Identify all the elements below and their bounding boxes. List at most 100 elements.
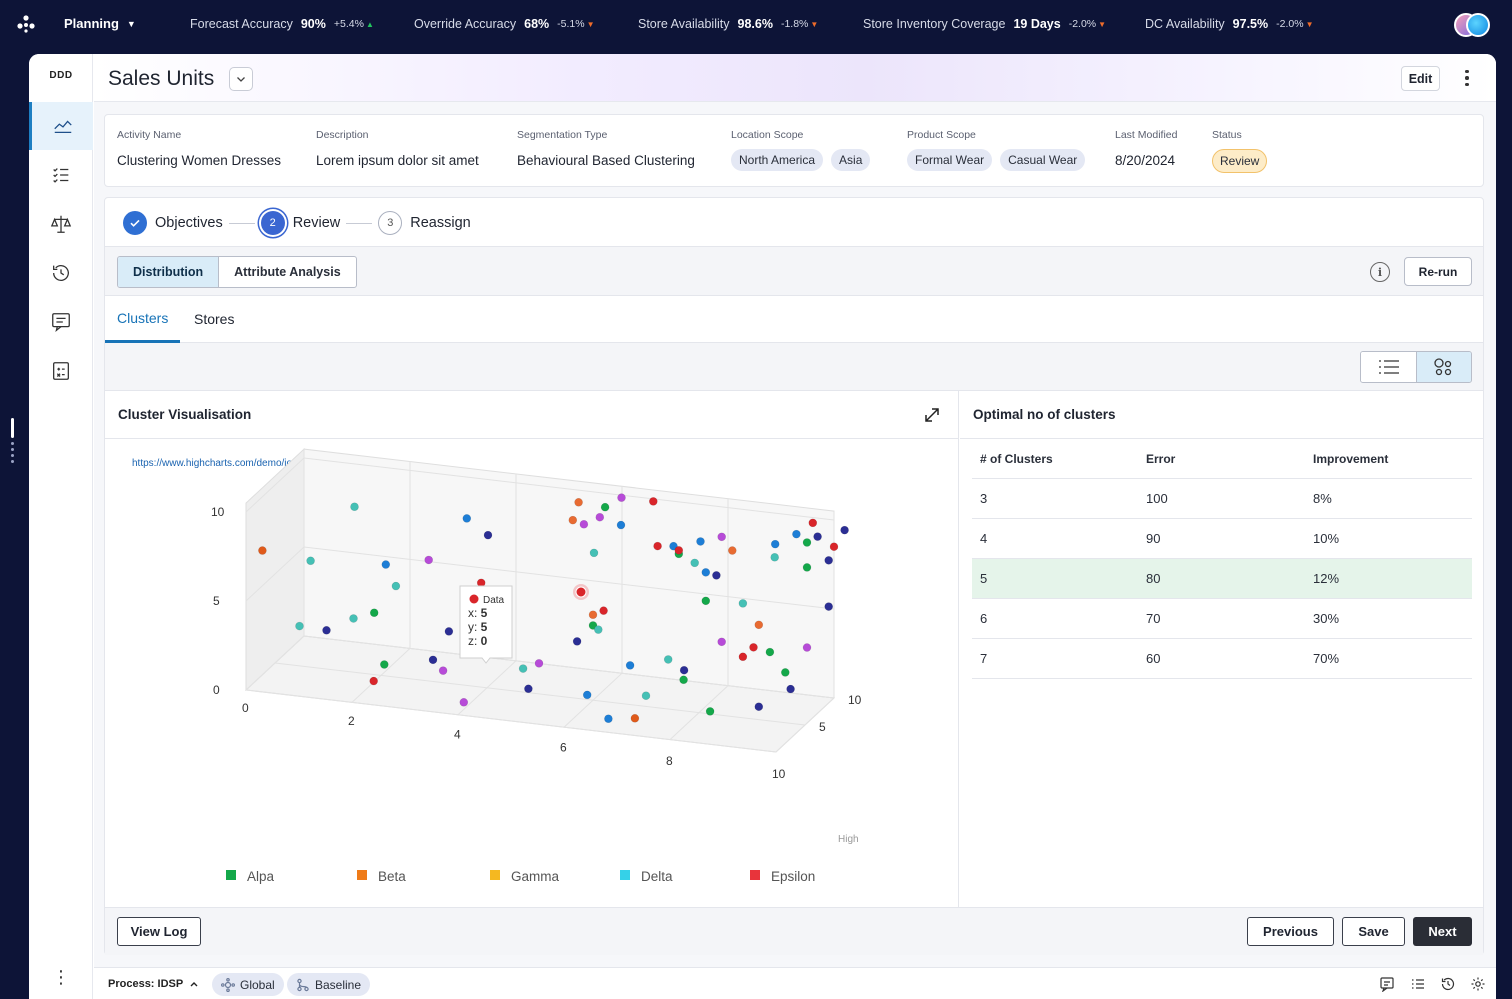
data-point [593, 625, 603, 634]
previous-button[interactable]: Previous [1247, 917, 1334, 946]
data-point [754, 620, 764, 630]
step-objectives[interactable]: Objectives [123, 211, 223, 235]
nav-balance[interactable] [29, 200, 93, 248]
process-label: Process: IDSP [108, 978, 184, 990]
kpi-store-availability[interactable]: Store Availability 98.6% -1.8% ▼ [638, 17, 818, 31]
step-review[interactable]: 2 Review [260, 211, 340, 235]
scope-chip[interactable]: North America [731, 149, 824, 171]
check-icon [123, 211, 147, 235]
comment-icon[interactable] [1379, 976, 1395, 992]
kpi-override-accuracy[interactable]: Override Accuracy 68% -5.1% ▼ [414, 17, 595, 31]
table-row[interactable]: 4 90 10% [972, 519, 1472, 559]
kpi-label: Forecast Accuracy [190, 17, 293, 31]
rail-drag-handle[interactable] [11, 418, 15, 478]
tooltip-z: z: 0 [468, 634, 488, 648]
field-label: Last Modified [1115, 129, 1178, 141]
data-point [679, 675, 688, 685]
panel-title: Cluster Visualisation [105, 391, 958, 439]
data-point [696, 537, 705, 546]
improvement-cell: 30% [1313, 611, 1340, 626]
data-point [349, 614, 358, 623]
data-point [802, 538, 812, 547]
kpi-delta: -1.8% ▼ [780, 18, 819, 30]
data-point [630, 713, 640, 723]
scatter-view-button[interactable] [1416, 352, 1471, 382]
rerun-button[interactable]: Re-run [1404, 257, 1472, 286]
x-tick-label: 0 [242, 701, 249, 715]
module-switcher[interactable]: Planning ▼ [64, 16, 136, 31]
view-log-button[interactable]: View Log [117, 917, 201, 946]
next-button[interactable]: Next [1413, 917, 1472, 946]
field-label: Activity Name [117, 129, 182, 141]
scope-chip[interactable]: Asia [831, 149, 871, 171]
data-point [295, 621, 304, 631]
scatter-icon [1434, 358, 1452, 376]
kpi-value: 19 Days [1013, 17, 1061, 31]
app-logo-icon[interactable] [16, 14, 36, 34]
info-icon[interactable]: i [1370, 262, 1390, 282]
tooltip-box [459, 585, 513, 664]
settings-icon[interactable] [1470, 976, 1486, 992]
table-header-row: # of Clusters Error Improvement [972, 439, 1472, 479]
tab-clusters[interactable]: Clusters [105, 296, 181, 343]
nav-tasks[interactable] [29, 151, 93, 199]
improvement-cell: 12% [1313, 571, 1340, 586]
title-dropdown-button[interactable] [229, 67, 253, 91]
edit-button[interactable]: Edit [1401, 66, 1440, 91]
data-point [524, 684, 533, 694]
data-point [459, 697, 469, 707]
improvement-cell: 10% [1313, 531, 1340, 546]
more-options-icon[interactable] [1457, 66, 1477, 90]
legend-swatch [490, 870, 500, 880]
status-badge: Review [1212, 149, 1268, 173]
y-tick-label: 5 [213, 594, 220, 608]
more-icon[interactable]: ⋮ [52, 967, 70, 987]
process-selector[interactable]: Process: IDSP [108, 978, 199, 990]
chart-source-link[interactable]: https://www.highcharts.com/demo/ios/3d-s… [132, 458, 393, 469]
table-row[interactable]: 7 60 70% [972, 639, 1472, 679]
avatar[interactable] [1466, 13, 1490, 37]
data-point [604, 714, 613, 724]
distribution-tab[interactable]: Distribution [118, 257, 220, 287]
tab-stores[interactable]: Stores [194, 311, 235, 327]
nav-history[interactable] [29, 249, 93, 297]
action-footer: View Log Previous Save Next [105, 907, 1483, 955]
kpi-value: 97.5% [1232, 17, 1269, 31]
nav-calculator[interactable] [29, 347, 93, 395]
user-avatars[interactable] [1454, 13, 1490, 37]
optimal-clusters-panel: Optimal no of clusters # of Clusters Err… [960, 391, 1483, 907]
field-value: Lorem ipsum dolor sit amet [316, 153, 479, 168]
field-label: Segmentation Type [517, 129, 608, 141]
data-point [690, 558, 700, 568]
field-value: Clustering Women Dresses [117, 153, 282, 168]
baseline-pill[interactable]: Baseline [287, 973, 371, 996]
table-row[interactable]: 5 80 12% [972, 559, 1472, 599]
attribute-analysis-tab[interactable]: Attribute Analysis [234, 265, 341, 279]
kpi-store-inventory-coverage[interactable]: Store Inventory Coverage 19 Days -2.0% ▼ [863, 17, 1106, 31]
data-point [579, 519, 589, 529]
kpi-dc-availability[interactable]: DC Availability 97.5% -2.0% ▼ [1145, 17, 1313, 31]
data-point [444, 627, 454, 636]
table-row[interactable]: 6 70 30% [972, 599, 1472, 639]
data-point [717, 637, 727, 647]
expand-icon[interactable] [923, 406, 941, 424]
cluster-count-cell: 7 [980, 651, 988, 666]
nav-analytics[interactable] [29, 102, 93, 150]
data-point [824, 556, 834, 565]
global-pill[interactable]: Global [212, 973, 284, 996]
column-header: # of Clusters [980, 451, 1053, 466]
scope-chip[interactable]: Formal Wear [907, 149, 993, 171]
list-view-button[interactable] [1361, 352, 1416, 382]
legend-label: Epsilon [771, 869, 815, 884]
nav-comments[interactable] [29, 298, 93, 346]
table-row[interactable]: 3 100 8% [972, 479, 1472, 519]
step-reassign[interactable]: 3 Reassign [378, 211, 471, 235]
activity-details-card: Activity Name Clustering Women Dresses D… [104, 114, 1484, 187]
save-button[interactable]: Save [1342, 917, 1405, 946]
trend-down-icon: ▼ [586, 20, 595, 29]
scope-chip[interactable]: Casual Wear [1000, 149, 1086, 171]
history-icon[interactable] [1440, 976, 1456, 992]
kpi-forecast-accuracy[interactable]: Forecast Accuracy 90% +5.4% ▲ [190, 17, 374, 31]
checklist-icon[interactable] [1410, 976, 1426, 992]
